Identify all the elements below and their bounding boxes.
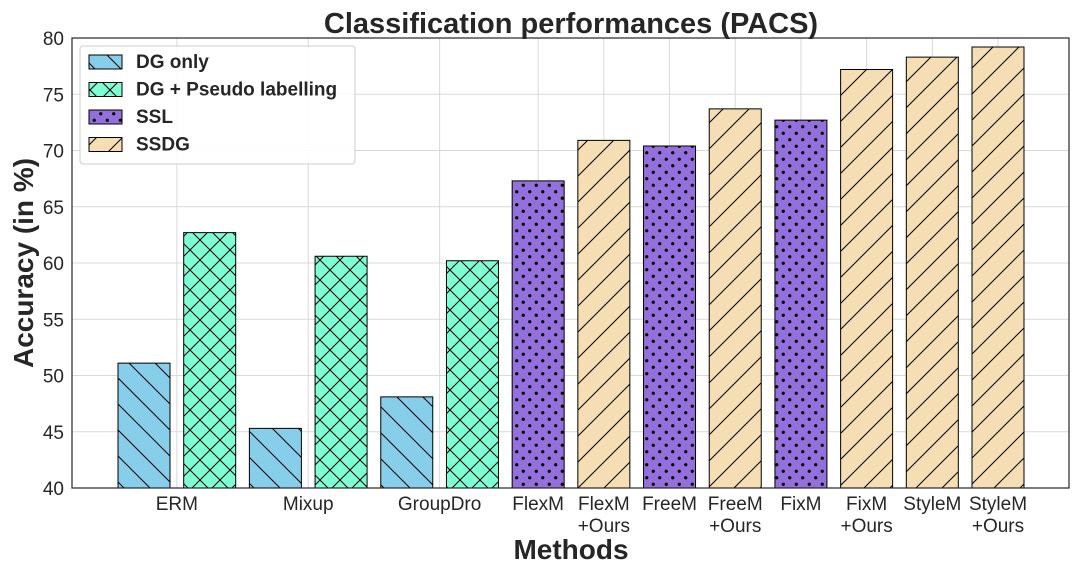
bar-hatch [315,256,368,488]
legend-label: DG only [136,52,209,73]
legend-item: DG only [88,52,209,73]
legend-label: SSL [136,107,173,128]
bar [117,362,171,489]
bar-hatch [577,140,630,488]
y-tick-label: 40 [43,479,64,500]
y-tick-label: 60 [43,254,64,275]
y-tick-label: 45 [43,423,64,444]
bar [643,145,697,489]
bar-hatch [709,108,762,488]
x-tick-label: FlexM [512,494,564,515]
bar [183,232,237,489]
x-tick-label: FixM +Ours [840,494,892,537]
x-tick-label: StyleM [903,494,961,515]
legend-item: SSL [88,107,173,128]
bar-hatch [840,69,893,488]
bar-hatch [774,120,827,488]
legend-item: SSDG [88,135,190,156]
x-tick-label: StyleM +Ours [969,494,1027,537]
y-tick-label: 65 [43,198,64,219]
y-tick-label: 55 [43,310,64,331]
bar [380,396,434,489]
y-tick-label: 50 [43,367,64,388]
legend-item: DG + Pseudo labelling [88,80,337,101]
y-tick-label: 75 [43,85,64,106]
x-tick-label: FlexM +Ours [578,494,630,537]
bar [577,139,631,489]
chart-title: Classification performances (PACS) [324,8,818,40]
legend: DG only DG + Pseudo labelling SSL SSDG [79,45,356,165]
bar-hatch [512,180,565,488]
x-tick-label: Mixup [283,494,334,515]
legend-label: DG + Pseudo labelling [136,80,337,101]
bar [511,180,565,489]
bar [708,108,762,489]
bar-hatch [972,47,1024,488]
x-tick-label: ERM [156,494,198,515]
y-tick-label: 80 [43,29,64,50]
bar [774,119,828,489]
bar-hatch [380,396,433,488]
legend-box [79,45,356,165]
legend-label: SSDG [136,135,190,156]
bar [314,255,368,489]
bar [445,260,499,489]
bar [248,427,302,489]
x-tick-label: FreeM +Ours [708,494,763,537]
bar-hatch [906,57,959,488]
x-tick-label: GroupDro [398,494,481,515]
bar-hatch [183,232,236,488]
x-axis-ticks: ERM Mixup GroupDro FlexM FlexM +Ours FreeM Free… [156,494,1027,537]
x-axis-title: Methods [513,534,628,565]
x-tick-label: FreeM [642,494,697,515]
bar [971,46,1025,489]
bars [117,46,1025,489]
y-axis-ticks: 40 45 50 55 60 65 70 75 80 [43,29,64,500]
bar-hatch [249,428,302,488]
bar-hatch [643,146,696,488]
x-tick-label: FixM [780,494,821,515]
plot-frame [71,37,1070,489]
y-axis-title: Accuracy (in %) [8,158,39,368]
y-tick-label: 70 [43,142,64,163]
bar [840,69,894,489]
bar [905,56,959,489]
bar-hatch [118,363,170,488]
bar-hatch [446,260,499,488]
